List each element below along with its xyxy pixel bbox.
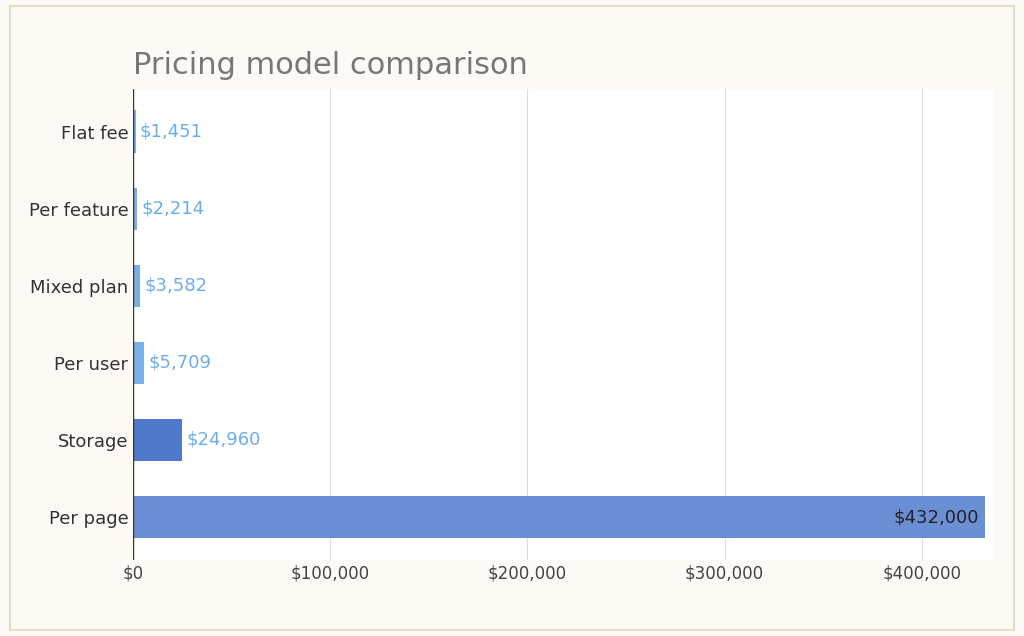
- Text: $1,451: $1,451: [140, 123, 203, 141]
- Bar: [133, 496, 985, 538]
- Text: $3,582: $3,582: [144, 277, 207, 295]
- Text: $5,709: $5,709: [148, 354, 211, 372]
- Text: $24,960: $24,960: [186, 431, 261, 449]
- Bar: [133, 188, 137, 230]
- Text: $432,000: $432,000: [893, 508, 979, 526]
- Bar: [133, 418, 182, 461]
- Bar: [133, 265, 140, 307]
- Text: Pricing model comparison: Pricing model comparison: [133, 51, 528, 80]
- Bar: [133, 342, 144, 384]
- Text: $2,214: $2,214: [141, 200, 205, 218]
- Bar: [133, 111, 136, 153]
